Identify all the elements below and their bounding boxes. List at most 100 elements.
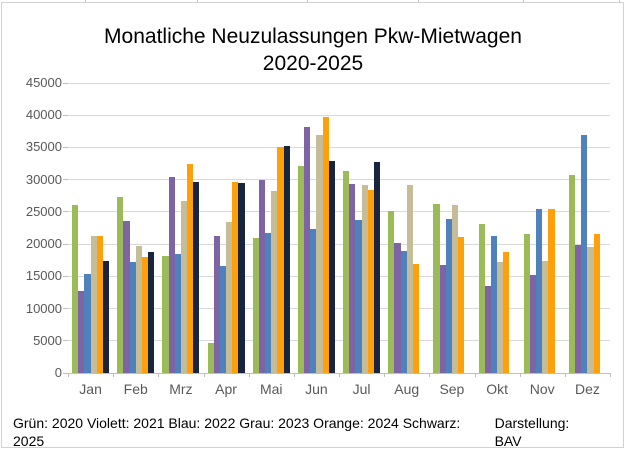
bar-2021-Sep bbox=[439, 265, 446, 373]
bar-2020-Jan bbox=[72, 204, 79, 373]
bar-2021-Jan bbox=[78, 291, 85, 373]
x-axis-label: Jul bbox=[352, 381, 371, 397]
x-axis-tick bbox=[384, 373, 386, 377]
x-axis-label: Jan bbox=[79, 381, 102, 397]
y-axis-tick bbox=[63, 114, 68, 116]
x-axis-tick bbox=[203, 373, 205, 377]
y-axis-label: 0 bbox=[54, 365, 62, 380]
bar-2022-Jan bbox=[84, 273, 91, 373]
bar-2024-Nov bbox=[548, 208, 555, 373]
bar-2023-Mai bbox=[271, 190, 278, 373]
y-gridline bbox=[68, 82, 610, 84]
y-axis-tick bbox=[63, 146, 68, 148]
bar-2022-Okt bbox=[490, 236, 498, 373]
bar-2025-Jun bbox=[328, 160, 335, 373]
bar-2025-Jul bbox=[373, 161, 381, 373]
y-axis-label: 15000 bbox=[25, 268, 62, 284]
bar-2022-Apr bbox=[219, 266, 227, 373]
bar-2021-Aug bbox=[394, 242, 401, 373]
bar-2022-Sep bbox=[445, 218, 452, 373]
bar-2020-Mai bbox=[252, 238, 259, 373]
x-axis-label: Feb bbox=[123, 381, 148, 397]
bar-2023-Jan bbox=[90, 236, 97, 373]
y-axis-tick bbox=[63, 211, 68, 213]
bar-2024-Sep bbox=[458, 237, 465, 373]
bar-2020-Nov bbox=[523, 234, 530, 373]
y-axis-label: 40000 bbox=[25, 107, 62, 123]
bar-2024-Dez bbox=[593, 234, 600, 373]
bar-2022-Feb bbox=[129, 261, 136, 373]
bar-2023-Okt bbox=[497, 261, 504, 373]
bar-2022-Aug bbox=[400, 250, 407, 373]
bar-2023-Dez bbox=[587, 247, 594, 373]
bar-2020-Aug bbox=[388, 210, 395, 373]
bar-2021-Dez bbox=[575, 245, 582, 373]
credit-text: Darstellung: BAV bbox=[494, 415, 570, 449]
bar-2023-Feb bbox=[135, 246, 142, 373]
bar-2025-Mai bbox=[283, 146, 290, 373]
y-axis-tick bbox=[63, 275, 68, 277]
bar-2020-Okt bbox=[478, 224, 485, 373]
x-axis-line bbox=[67, 372, 610, 374]
bar-2023-Sep bbox=[451, 205, 459, 373]
y-axis-label: 20000 bbox=[25, 236, 62, 252]
footer-legend: Grün: 2020 Violett: 2021 Blau: 2022 Grau… bbox=[13, 414, 600, 449]
bar-2025-Feb bbox=[148, 252, 155, 373]
legend-text: Grün: 2020 Violett: 2021 Blau: 2022 Grau… bbox=[13, 415, 461, 449]
y-axis-label: 25000 bbox=[25, 203, 62, 219]
bar-2023-Apr bbox=[226, 221, 233, 373]
x-axis-label: Nov bbox=[529, 381, 555, 397]
y-gridline bbox=[68, 179, 610, 181]
x-axis-tick bbox=[474, 373, 476, 377]
bar-2020-Sep bbox=[433, 203, 440, 373]
x-axis-tick bbox=[610, 373, 611, 377]
bar-2021-Nov bbox=[529, 275, 537, 373]
y-gridline bbox=[68, 275, 610, 277]
bar-2023-Jun bbox=[316, 135, 323, 373]
x-axis-tick bbox=[293, 373, 295, 377]
x-axis-label: Mrz bbox=[169, 381, 193, 397]
bar-2025-Jan bbox=[102, 260, 110, 373]
bar-2022-Nov bbox=[536, 208, 543, 373]
x-axis-label: Mai bbox=[259, 381, 283, 397]
bar-2021-Jun bbox=[304, 127, 311, 373]
bar-2020-Jul bbox=[343, 171, 350, 373]
y-axis-tick bbox=[63, 308, 68, 310]
y-axis-tick bbox=[63, 372, 68, 374]
bar-2024-Mrz bbox=[187, 164, 194, 373]
x-axis-label: Okt bbox=[486, 381, 508, 397]
x-axis-label: Dez bbox=[574, 381, 600, 397]
bar-2020-Mrz bbox=[162, 255, 169, 373]
bar-2021-Mai bbox=[258, 180, 266, 373]
bar-2023-Aug bbox=[406, 185, 413, 373]
sheet-gridline-tick bbox=[307, 0, 308, 3]
bar-2024-Okt bbox=[503, 252, 510, 373]
y-axis-tick bbox=[63, 340, 68, 342]
x-axis-tick bbox=[248, 373, 250, 377]
bar-2020-Apr bbox=[207, 342, 214, 373]
x-axis-tick bbox=[519, 373, 521, 377]
x-axis-tick bbox=[68, 373, 69, 377]
bar-2024-Jun bbox=[322, 116, 329, 373]
bar-2025-Mrz bbox=[193, 182, 200, 373]
y-axis-tick bbox=[63, 179, 68, 181]
bar-2021-Feb bbox=[123, 220, 130, 373]
bar-2020-Feb bbox=[117, 197, 124, 373]
y-axis-label: 5000 bbox=[33, 332, 62, 348]
x-axis-label: Jun bbox=[305, 381, 328, 397]
sheet-gridline-tick bbox=[619, 0, 620, 3]
bar-2022-Jul bbox=[355, 219, 362, 373]
bar-2021-Okt bbox=[484, 286, 491, 373]
sheet-gridline-tick bbox=[85, 0, 86, 3]
x-axis-tick bbox=[113, 373, 115, 377]
bar-2024-Mai bbox=[277, 147, 284, 373]
y-axis-tick bbox=[63, 243, 68, 245]
bar-2023-Jul bbox=[361, 185, 368, 373]
bar-2022-Mrz bbox=[174, 254, 181, 373]
bar-2024-Jan bbox=[96, 235, 103, 373]
x-axis-tick bbox=[339, 373, 340, 377]
bar-2023-Nov bbox=[542, 260, 549, 373]
x-axis-label: Aug bbox=[394, 381, 420, 397]
bar-2024-Aug bbox=[412, 264, 420, 373]
